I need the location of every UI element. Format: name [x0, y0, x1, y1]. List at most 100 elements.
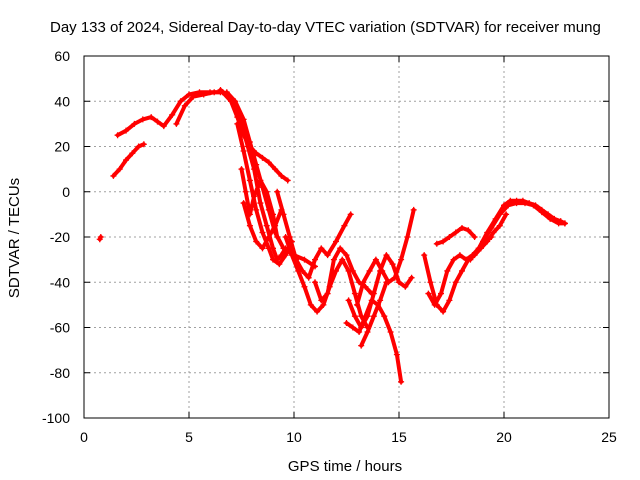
data-point-marker	[398, 256, 405, 263]
x-tick-label: 25	[601, 429, 617, 445]
trace-isolated	[96, 234, 104, 243]
data-point-marker	[295, 267, 302, 274]
data-point-marker	[383, 252, 390, 259]
data-point-marker	[459, 224, 465, 231]
data-point-marker	[232, 98, 239, 105]
chart-title: Day 133 of 2024, Sidereal Day-to-day VTE…	[50, 19, 601, 36]
trace-line	[344, 298, 404, 384]
data-point-marker	[349, 267, 356, 274]
data-point-marker	[274, 188, 281, 195]
data-point-marker	[351, 290, 358, 297]
data-point-marker	[265, 159, 272, 166]
data-point-marker	[387, 329, 394, 336]
x-axis-title: GPS time / hours	[288, 458, 402, 475]
data-point-marker	[240, 200, 247, 207]
x-tick-label: 0	[80, 429, 88, 445]
data-point-marker	[370, 313, 377, 320]
x-tick-label: 15	[391, 429, 407, 445]
data-point-marker	[173, 120, 180, 127]
data-point-marker	[234, 120, 241, 127]
trace-arc-e	[238, 166, 281, 240]
data-point-marker	[343, 319, 350, 326]
data-point-marker	[270, 256, 276, 263]
data-point-marker	[131, 120, 138, 127]
data-point-marker	[280, 211, 287, 218]
y-tick-label: -40	[50, 274, 70, 290]
data-point-marker	[320, 301, 327, 308]
data-point-marker	[360, 279, 367, 286]
data-point-marker	[284, 177, 291, 184]
data-point-marker	[351, 313, 358, 320]
data-point-marker	[398, 378, 405, 385]
data-point-marker	[505, 202, 512, 209]
data-point-marker	[538, 209, 545, 216]
y-tick-label: -80	[50, 365, 70, 381]
data-point-marker	[341, 222, 348, 229]
data-point-marker	[364, 313, 371, 320]
trace-line	[239, 167, 280, 239]
data-point-marker	[503, 211, 510, 218]
data-point-marker	[370, 290, 377, 297]
data-point-marker	[471, 234, 478, 240]
y-tick-label: -60	[50, 320, 70, 336]
data-traces	[96, 86, 568, 385]
data-point-marker	[408, 274, 415, 281]
data-point-marker	[217, 86, 224, 93]
data-point-marker	[547, 215, 554, 222]
x-tick-label: 5	[185, 429, 193, 445]
y-tick-labels: -100 -80 -60 -40 -20 0 20 40 60	[42, 48, 70, 426]
trace-line	[346, 253, 414, 330]
data-point-marker	[393, 351, 400, 358]
data-point-marker	[333, 267, 339, 274]
data-point-marker	[190, 93, 197, 100]
data-point-marker	[263, 222, 270, 229]
data-point-marker	[282, 234, 289, 240]
x-tick-label: 20	[496, 429, 512, 445]
data-point-marker	[358, 342, 365, 349]
data-point-marker	[186, 91, 192, 98]
data-point-marker	[513, 200, 520, 207]
data-point-marker	[114, 132, 121, 139]
data-point-marker	[330, 256, 337, 263]
data-point-marker	[318, 297, 325, 304]
trace-arc-p	[433, 224, 478, 247]
data-point-marker	[253, 238, 260, 245]
trace-arc-k	[354, 206, 417, 308]
data-point-marker	[253, 206, 260, 213]
data-point-marker	[240, 116, 247, 123]
data-point-marker	[356, 329, 363, 336]
data-point-marker	[257, 200, 264, 207]
data-point-marker	[280, 245, 287, 252]
data-point-marker	[381, 313, 388, 320]
trace-line	[355, 207, 416, 307]
trace-early-low	[110, 141, 147, 179]
data-point-marker	[181, 102, 188, 109]
y-axis-title: SDTVAR / TECUs	[6, 178, 23, 298]
data-point-marker	[358, 324, 365, 331]
data-point-marker	[312, 279, 318, 286]
data-point-marker	[246, 222, 253, 229]
data-point-marker	[343, 252, 350, 259]
data-point-marker	[307, 301, 314, 308]
y-tick-label: 60	[54, 48, 70, 64]
data-point-marker	[467, 256, 474, 263]
data-point-marker	[421, 252, 428, 259]
data-point-marker	[123, 127, 129, 134]
data-point-marker	[154, 118, 161, 125]
data-point-marker	[372, 256, 379, 263]
data-point-marker	[123, 157, 129, 164]
y-tick-label: 0	[62, 184, 70, 200]
data-point-marker	[324, 252, 331, 259]
trace-line	[174, 90, 290, 183]
trace-line	[275, 189, 353, 280]
trace-arc-q	[467, 197, 568, 263]
data-point-marker	[446, 234, 453, 240]
data-point-marker	[383, 279, 390, 286]
data-point-marker	[522, 200, 528, 207]
data-point-marker	[160, 123, 167, 130]
axis-ticks	[83, 55, 610, 419]
data-point-marker	[97, 234, 104, 240]
data-point-marker	[389, 261, 396, 268]
data-point-marker	[240, 148, 247, 155]
data-point-marker	[200, 91, 207, 98]
